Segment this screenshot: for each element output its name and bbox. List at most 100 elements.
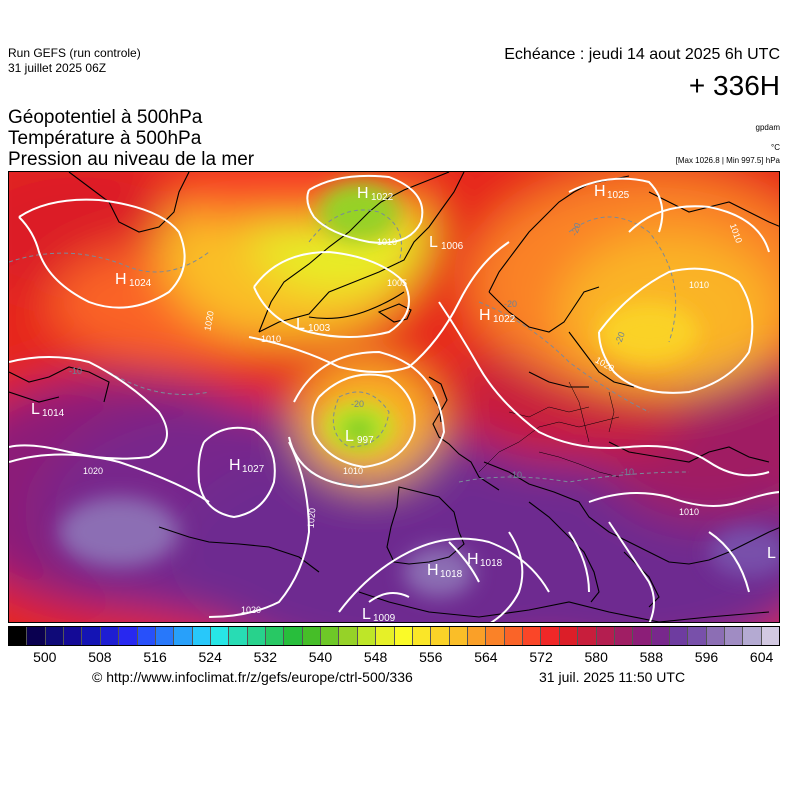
colorbar-swatch xyxy=(284,627,303,645)
param-pressure: Pression au niveau de la mer xyxy=(8,149,255,170)
colorbar-tick-label: 500 xyxy=(33,649,57,665)
colorbar-tick-label: 540 xyxy=(308,649,333,665)
colorbar-swatch xyxy=(9,627,28,645)
colorbar-swatch xyxy=(633,627,652,645)
colorbar-tick-label: 548 xyxy=(363,649,388,665)
colorbar-swatch xyxy=(210,627,230,645)
pressure-center-label: L xyxy=(362,606,371,623)
borders xyxy=(478,381,620,478)
colorbar-swatch xyxy=(651,627,670,645)
pressure-center-label: L xyxy=(345,428,354,445)
colorbar-swatch xyxy=(119,627,138,645)
pressure-center-label: 1022 xyxy=(371,192,394,203)
colorbar-swatch xyxy=(357,627,377,645)
pressure-center-label: H xyxy=(115,271,127,288)
pressure-center-label: 1018 xyxy=(480,558,503,569)
isotherm-labels: -20 -20 -20 -10 -10 -10 -20 xyxy=(69,221,634,480)
pressure-center-label: 1014 xyxy=(42,408,65,419)
pressure-center-label: 1024 xyxy=(129,278,152,289)
colorbar-swatch xyxy=(412,627,432,645)
isotherm-label: -20 xyxy=(613,330,627,346)
pressure-max-min: [Max 1026.8 | Min 997.5] hPa xyxy=(675,156,780,165)
isotherm-label: -10 xyxy=(621,467,634,477)
pressure-center-label: H xyxy=(467,551,479,568)
isotherm-label: -20 xyxy=(504,299,517,309)
isobars xyxy=(9,174,779,622)
copyright: © http://www.infoclimat.fr/z/gefs/europe… xyxy=(92,669,413,685)
isobar-label: 1010 xyxy=(377,237,397,247)
colorbar-swatch xyxy=(541,627,560,645)
colorbar-swatch xyxy=(174,627,193,645)
isotherm-label: -10 xyxy=(509,470,522,480)
pressure-center-label: H xyxy=(229,457,241,474)
colorbar-swatch xyxy=(247,627,267,645)
run-date: 31 juillet 2025 06Z xyxy=(8,61,107,75)
colorbar-swatch xyxy=(302,627,322,645)
colorbar-swatch xyxy=(467,627,487,645)
colorbar-tick-label: 604 xyxy=(749,649,774,665)
pressure-centers: H 1022 H 1025 H 1024 L 1006 L 1003 H 102… xyxy=(31,183,776,623)
colorbar-tick-label: 516 xyxy=(143,649,167,665)
colorbar-tick-label: 524 xyxy=(198,649,222,665)
colorbar-swatch xyxy=(559,627,579,645)
pressure-center-label: L xyxy=(296,316,305,333)
generated-time: 31 juil. 2025 11:50 UTC xyxy=(539,669,686,685)
colorbar-swatch xyxy=(321,627,340,645)
colorbar-swatch xyxy=(266,627,285,645)
pressure-center-label: 1027 xyxy=(242,464,265,475)
colorbar xyxy=(8,626,780,646)
colorbar-tick-label: 564 xyxy=(474,649,498,665)
colorbar-swatch xyxy=(192,627,211,645)
pressure-center-label: L xyxy=(767,545,776,562)
colorbar-swatch xyxy=(27,627,46,645)
colorbar-swatch xyxy=(669,627,689,645)
colorbar-swatch xyxy=(504,627,524,645)
pressure-center-label: 997 xyxy=(357,435,374,446)
pressure-center-label: H xyxy=(427,562,439,579)
colorbar-swatch xyxy=(743,627,762,645)
isobar-label: 1020 xyxy=(83,466,103,476)
colorbar-swatch xyxy=(596,627,615,645)
colorbar-tick-label: 508 xyxy=(88,649,112,665)
valid-time: Echéance : jeudi 14 aout 2025 6h UTC xyxy=(504,46,780,63)
colorbar-swatch xyxy=(431,627,450,645)
colorbar-swatch xyxy=(706,627,726,645)
coastlines xyxy=(9,172,779,622)
colorbar-tick-label: 596 xyxy=(694,649,719,665)
colorbar-tick-label: 572 xyxy=(529,649,553,665)
weather-map: H 1022 H 1025 H 1024 L 1006 L 1003 H 102… xyxy=(8,171,780,623)
isotherm-label: -20 xyxy=(351,399,364,409)
colorbar-swatch xyxy=(449,627,468,645)
colorbar-swatch xyxy=(137,627,156,645)
colorbar-tick-label: 588 xyxy=(639,649,664,665)
isobar-label: 1020 xyxy=(306,508,318,529)
pressure-center-label: 1022 xyxy=(493,314,516,325)
isobar-label: 1020 xyxy=(241,605,261,615)
pressure-center-label: 1003 xyxy=(308,323,331,334)
colorbar-swatch xyxy=(100,627,120,645)
isobar-label: 1020 xyxy=(202,310,215,331)
colorbar-swatch xyxy=(523,627,542,645)
colorbar-swatch xyxy=(229,627,248,645)
colorbar-swatch xyxy=(45,627,65,645)
colorbar-swatch xyxy=(394,627,413,645)
colorbar-tick-label: 580 xyxy=(584,649,608,665)
colorbar-tick-label: 556 xyxy=(419,649,443,665)
pressure-center-label: H xyxy=(479,307,491,324)
pressure-center-label: 1009 xyxy=(373,613,396,623)
pressure-center-label: 1018 xyxy=(440,569,463,580)
colorbar-swatch xyxy=(82,627,101,645)
colorbar-swatch xyxy=(376,627,395,645)
pressure-center-label: L xyxy=(31,401,40,418)
run-title: Run GEFS (run controle) xyxy=(8,46,141,60)
param-temperature: Température à 500hPa xyxy=(8,128,202,149)
isobar-label: 1005 xyxy=(387,278,407,288)
colorbar-swatch xyxy=(725,627,744,645)
pressure-center-label: 1006 xyxy=(441,241,464,252)
unit-temperature: °C xyxy=(771,143,780,152)
pressure-center-label: H xyxy=(357,185,369,202)
isobar-label: 1010 xyxy=(343,466,363,476)
colorbar-swatch xyxy=(339,627,358,645)
pressure-center-label: 1025 xyxy=(607,190,630,201)
colorbar-swatch xyxy=(761,627,780,645)
